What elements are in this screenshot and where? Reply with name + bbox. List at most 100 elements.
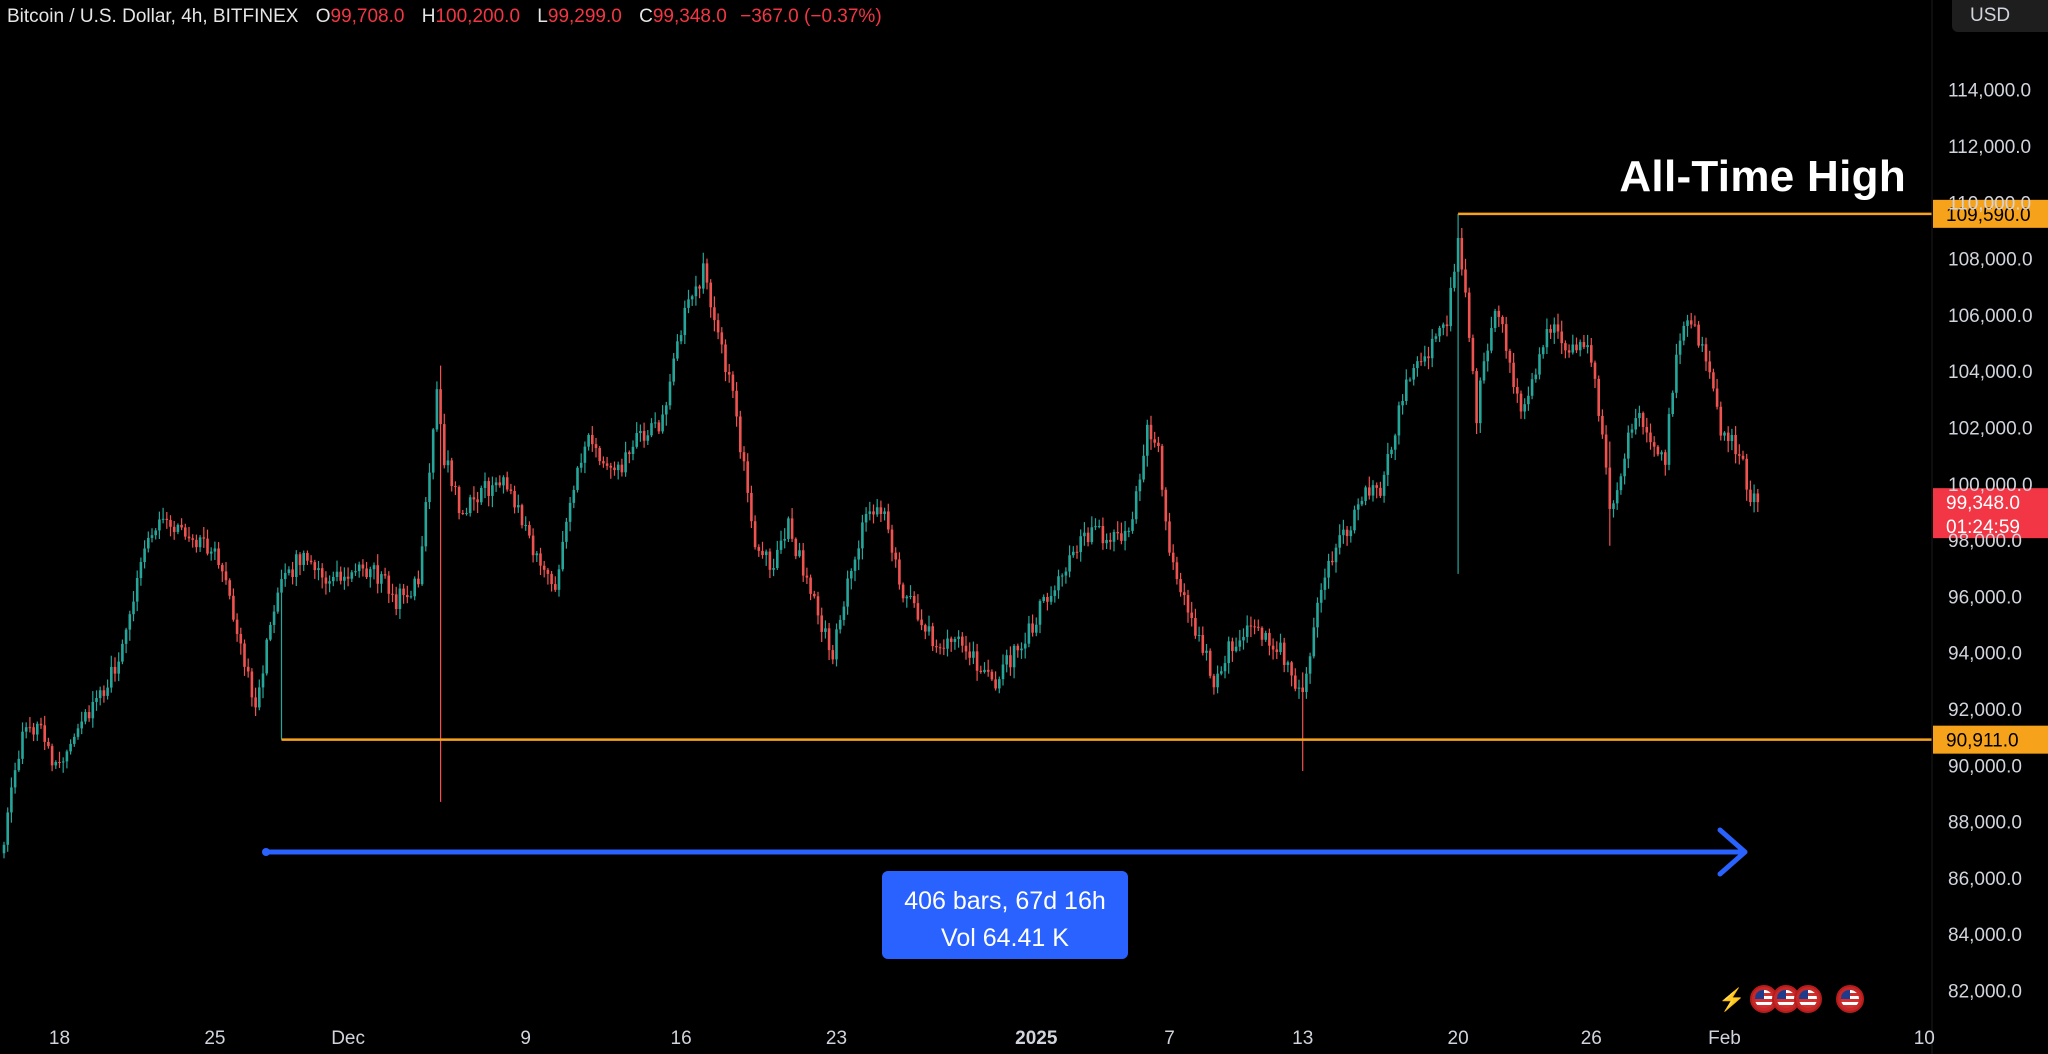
candle-body [206,538,209,554]
candle-body [420,546,424,585]
candle-body [1253,626,1256,628]
us-flag-icon[interactable] [1794,985,1822,1013]
candle-body [616,464,620,471]
candle-body [1012,645,1016,668]
candle-body [295,554,298,577]
candle-body [557,569,561,590]
open-value: 99,708.0 [330,6,405,27]
symbol-legend: Bitcoin / U.S. Dollar, 4h, BITFINEX O99,… [7,6,882,28]
candle-body [1556,324,1560,332]
close-value: 99,348.0 [652,6,727,27]
candle-body [1301,687,1304,693]
candle-body [472,497,476,500]
candle-body [95,698,98,702]
ath-price-tag-label: 109,590.0 [1946,205,2031,226]
candle-body [639,431,642,434]
candle-body [1382,474,1386,496]
candle-body [339,571,342,581]
candle-body [1342,529,1345,536]
measure-volume-label: Vol 64.41 K [941,924,1069,952]
us-flag-icon[interactable] [1836,985,1864,1013]
candle-body [1390,449,1393,455]
measure-bars-label: 406 bars, 67d 16h [904,887,1106,915]
candle-body [1501,316,1504,325]
candle-body [328,581,331,584]
candle-body [480,487,483,503]
candle-body [6,812,9,845]
candle-body [731,374,735,391]
candle-body [376,565,379,584]
candle-body [801,550,805,576]
candle-body [1453,271,1456,288]
candle-body [1386,454,1390,475]
candle-body [446,460,450,466]
candle-body [568,502,572,522]
candle-body [739,416,742,453]
candle-body [972,651,975,658]
candle-body [1079,536,1082,553]
candle-body [1479,380,1482,424]
candle-body [272,611,276,625]
candle-body [631,446,635,454]
candle-body [1608,467,1612,509]
candle-body [383,574,387,576]
price-axis-tick-label: 104,000.0 [1948,362,2033,383]
levels-layer: 109,590.0 90,911.0 99,348.0 01:24:59 [262,199,2048,877]
candle-body [1427,356,1430,359]
candle-body [517,505,520,508]
candle-body [235,619,239,634]
candle-body [1467,292,1471,338]
candle-body [1697,324,1700,346]
candle-body [946,638,949,649]
candle-body [1649,432,1652,443]
measure-arrowhead-icon [1717,827,1748,877]
candle-body [243,643,246,667]
candle-body [298,554,302,565]
candle-body [1486,350,1489,362]
candle-body [476,499,479,503]
candle-body [387,575,391,594]
candle-body [1216,673,1219,688]
time-axis-tick-label: 16 [671,1028,692,1049]
candle-body [609,465,613,468]
candle-body [1009,655,1012,668]
measure-arrow-start [262,848,270,856]
candle-body [831,650,835,660]
candle-body [1123,530,1127,541]
candle-body [1379,487,1382,496]
candle-body [232,595,235,620]
time-axis-tick-label: 9 [520,1028,531,1049]
candle-body [1164,489,1168,522]
candle-body [39,723,43,726]
candle-body [539,553,542,566]
candle-body [1375,485,1378,488]
candle-body [494,482,498,486]
symbol-title[interactable]: Bitcoin / U.S. Dollar, 4h, BITFINEX [7,6,299,27]
candle-body [246,666,250,672]
candle-body [924,625,927,632]
candle-body [846,578,849,607]
time-axis-tick-label: 20 [1448,1028,1469,1049]
candle-body [535,553,539,556]
candle-body [1752,493,1756,503]
candle-body [1094,526,1097,528]
candle-body [461,512,465,514]
candle-body [842,606,846,620]
candle-body [975,651,979,671]
candle-body [1305,673,1308,693]
candle-body [1686,320,1689,326]
candle-body [961,636,964,646]
time-axis-tick-label: Dec [331,1028,365,1049]
candle-body [1671,392,1674,415]
currency-button[interactable]: USD [1952,0,2048,32]
measure-info-box[interactable]: 406 bars, 67d 16h Vol 64.41 K [882,871,1128,959]
candle-body [1586,345,1589,348]
time-axis-tick-label: 2025 [1015,1028,1058,1049]
lightning-icon[interactable]: ⚡ [1718,987,1746,1012]
candle-body [1101,526,1105,544]
candle-body [1105,539,1108,544]
candle-body [1179,579,1182,593]
candle-body [135,578,139,602]
